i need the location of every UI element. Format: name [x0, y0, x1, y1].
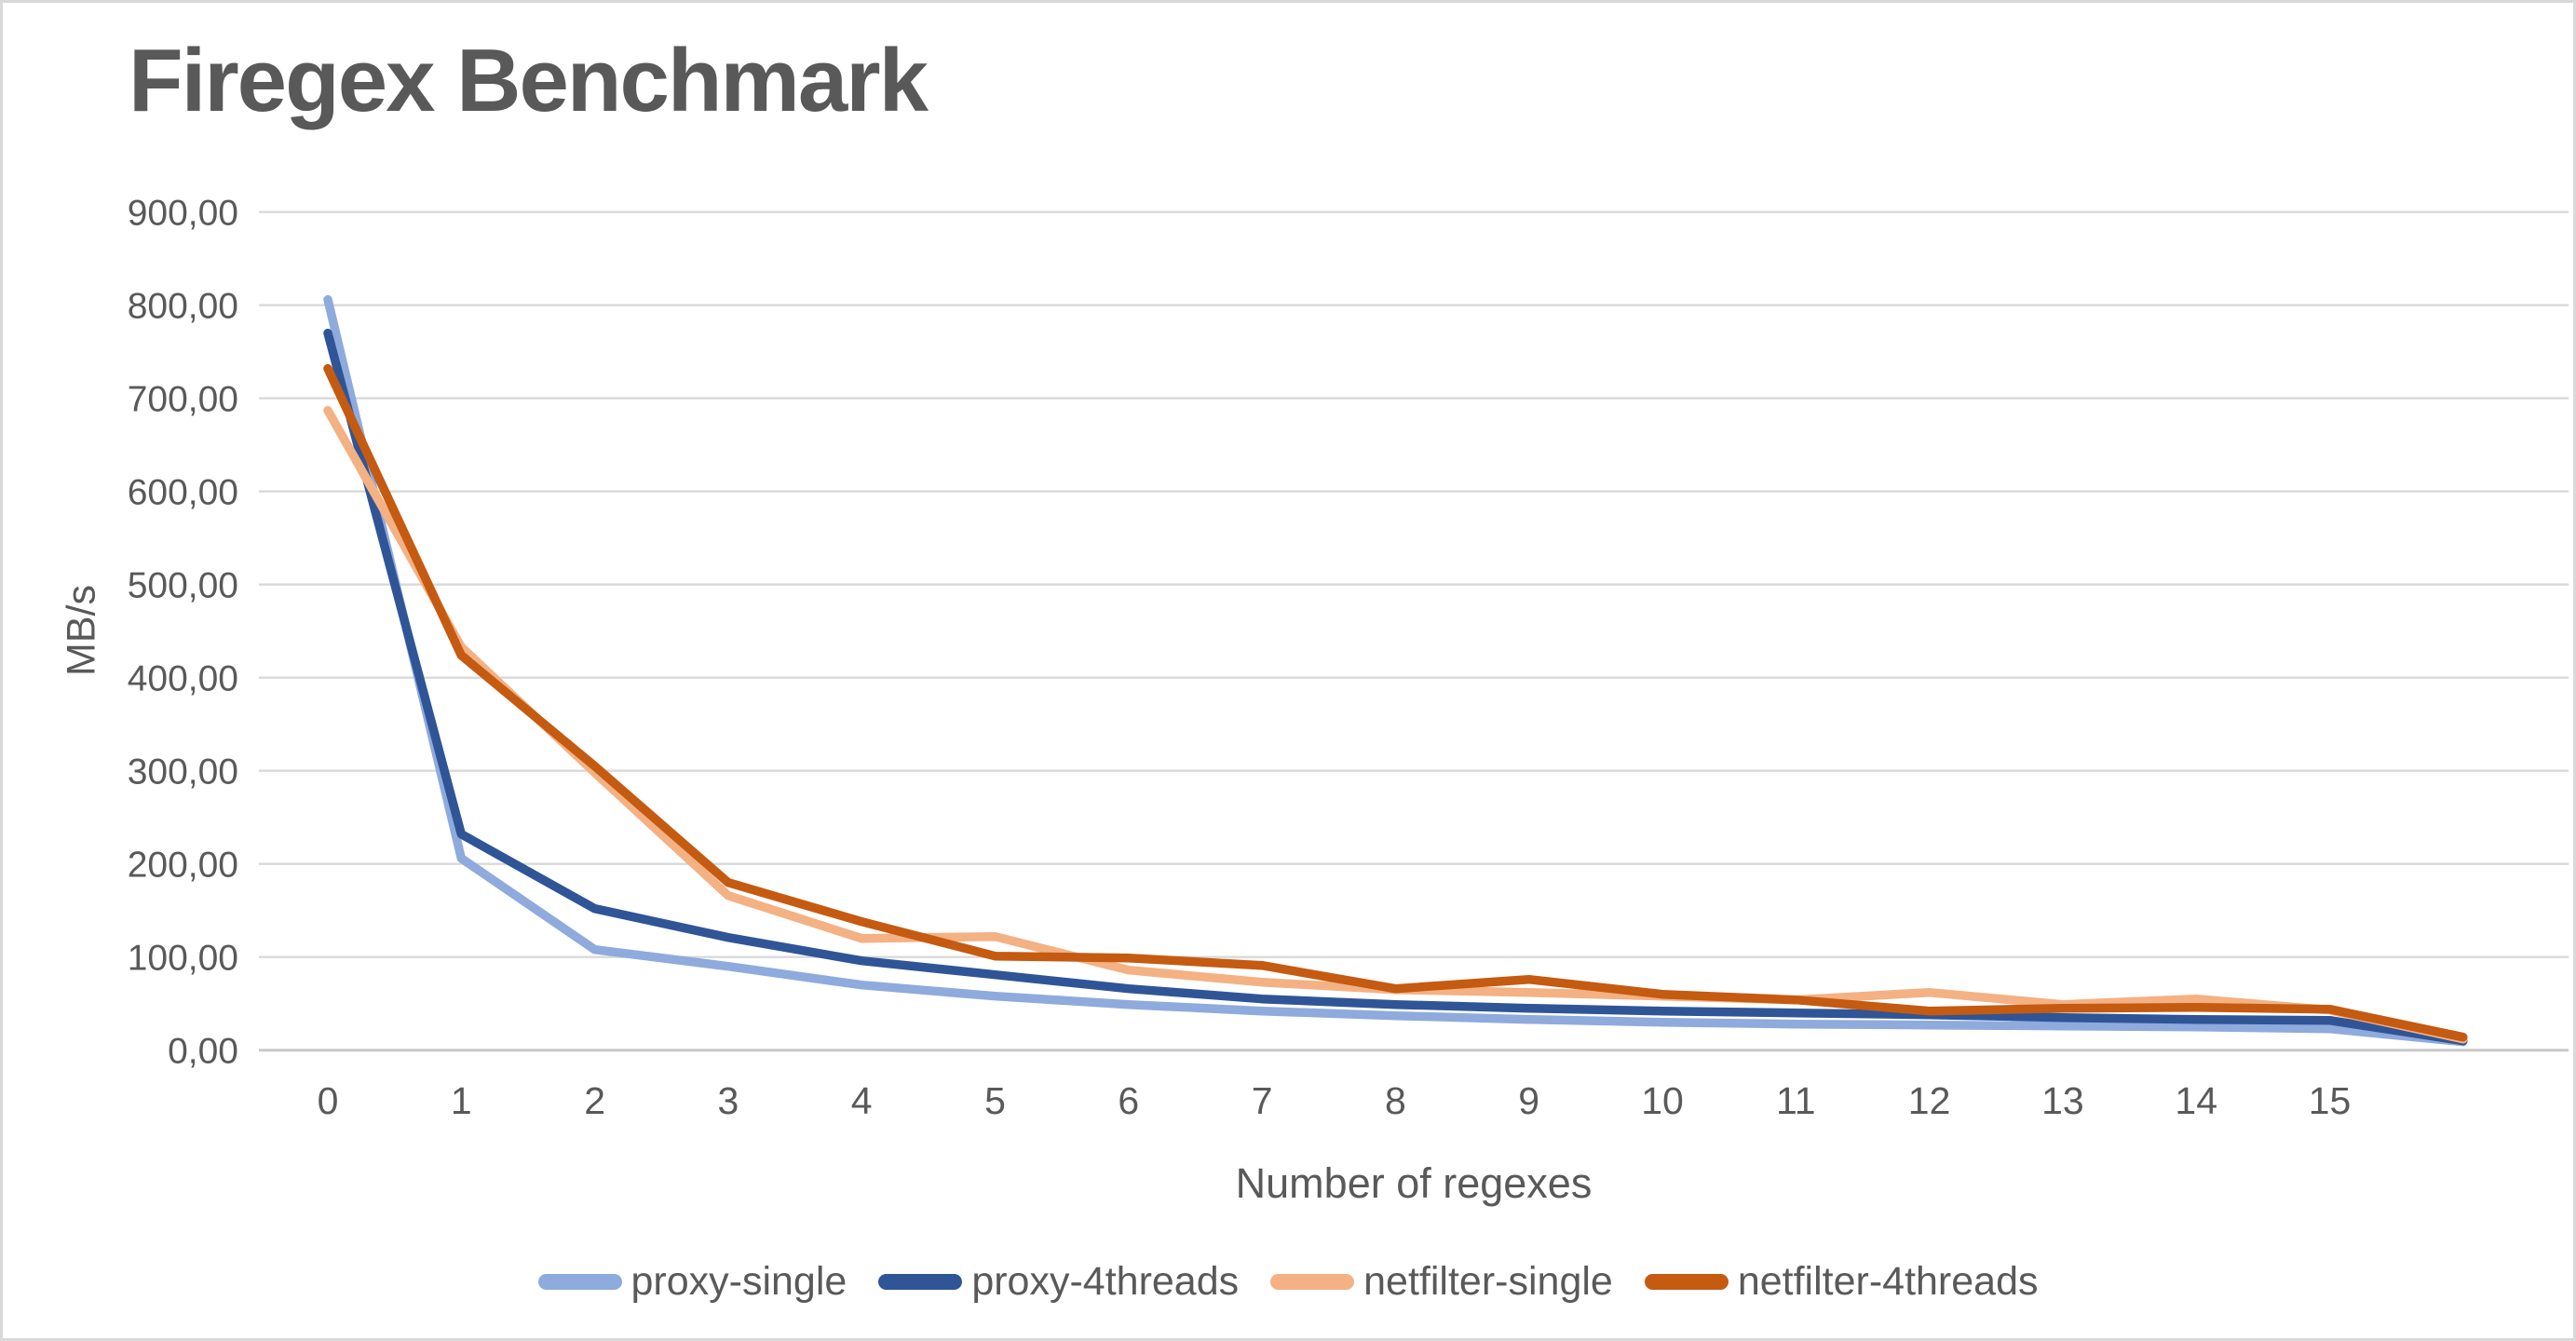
x-axis-title: Number of regexes [1235, 1159, 1593, 1207]
x-tick-label: 9 [1518, 1079, 1539, 1122]
legend-item-proxy-single: proxy-single [537, 1259, 847, 1305]
legend-item-netfilter-single: netfilter-single [1270, 1259, 1613, 1305]
y-tick-label: 300,00 [128, 752, 238, 792]
series-line-proxy-single [323, 294, 2468, 1047]
x-tick-label: 3 [717, 1079, 739, 1122]
x-tick-label: 10 [1641, 1079, 1684, 1122]
y-tick-label: 400,00 [128, 658, 238, 698]
x-tick-label: 2 [584, 1079, 605, 1122]
legend-swatch-netfilter-single [1270, 1274, 1355, 1290]
y-tick-label: 600,00 [128, 472, 238, 512]
series-line-proxy-4threads [323, 328, 2468, 1046]
x-tick-label: 5 [984, 1079, 1006, 1122]
x-tick-label: 13 [2041, 1079, 2084, 1122]
legend-swatch-netfilter-4threads [1644, 1274, 1729, 1290]
legend-label: netfilter-4threads [1737, 1259, 2039, 1304]
legend-label: netfilter-single [1363, 1259, 1613, 1304]
x-tick-label: 6 [1118, 1079, 1139, 1122]
series-line-netfilter-single [323, 405, 2468, 1044]
legend-swatch-proxy-single [537, 1274, 622, 1290]
y-tick-label: 800,00 [128, 286, 238, 326]
series-line-netfilter-4threads [323, 363, 2468, 1042]
y-axis-title: MB/s [59, 585, 104, 676]
x-tick-label: 1 [451, 1079, 472, 1122]
legend-label: proxy-4threads [971, 1259, 1240, 1304]
y-tick-label: 0,00 [168, 1031, 238, 1071]
x-tick-label: 7 [1252, 1079, 1273, 1122]
x-tick-label: 11 [1776, 1079, 1816, 1122]
chart-title: Firegex Benchmark [129, 31, 929, 130]
x-tick-label: 0 [318, 1079, 339, 1122]
legend-swatch-proxy-4threads [878, 1274, 963, 1290]
legend: proxy-single proxy-4threads netfilter-sing… [0, 1259, 2576, 1305]
legend-label: proxy-single [630, 1259, 847, 1304]
x-tick-label: 4 [851, 1079, 873, 1122]
x-tick-label: 12 [1908, 1079, 1951, 1122]
y-tick-label: 700,00 [128, 379, 238, 419]
y-tick-label: 900,00 [128, 193, 238, 233]
y-tick-label: 100,00 [128, 938, 238, 978]
y-tick-label: 500,00 [128, 565, 238, 605]
legend-item-proxy-4threads: proxy-4threads [878, 1259, 1239, 1305]
x-tick-label: 14 [2175, 1079, 2217, 1122]
y-tick-label: 200,00 [128, 845, 238, 885]
x-tick-label: 8 [1385, 1079, 1406, 1122]
x-tick-label: 15 [2309, 1079, 2352, 1122]
legend-item-netfilter-4threads: netfilter-4threads [1644, 1259, 2039, 1305]
